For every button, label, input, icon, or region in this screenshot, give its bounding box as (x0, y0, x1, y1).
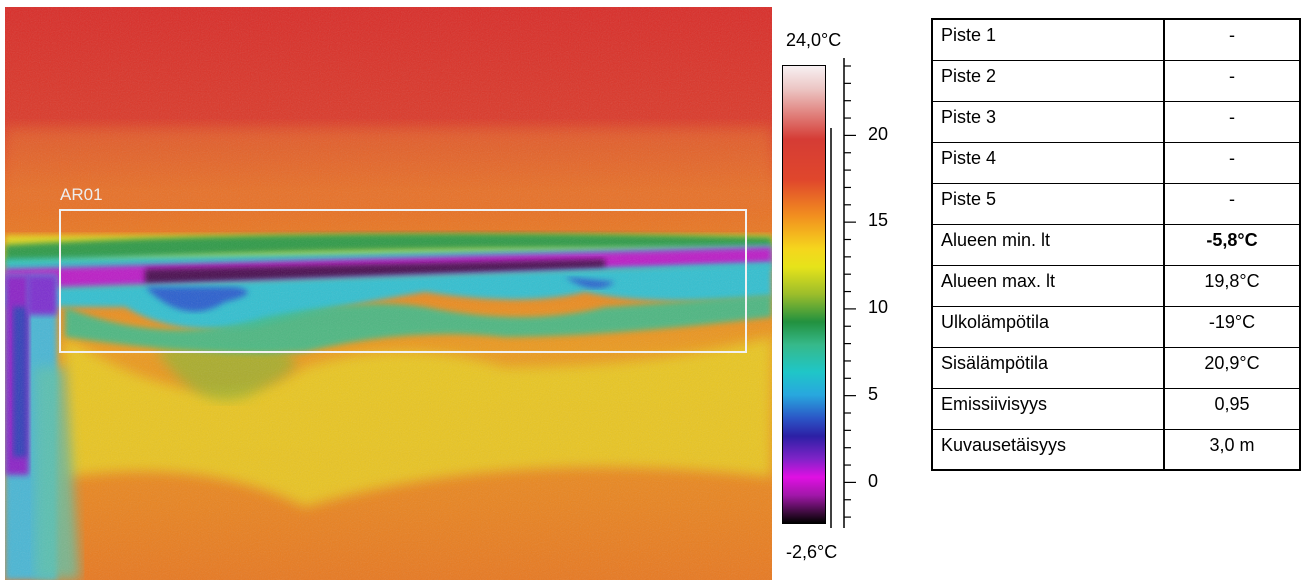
scale-min-label: -2,6°C (786, 542, 838, 562)
row-label: Alueen max. lt (931, 264, 1165, 307)
row-label: Piste 5 (931, 182, 1165, 225)
table-row: Kuvausetäisyys 3,0 m (931, 428, 1301, 471)
roi-label: AR01 (60, 185, 103, 204)
thermal-image: AR01 (5, 7, 772, 580)
row-value: - (1163, 59, 1301, 102)
scale-max-label: 24,0°C (786, 30, 842, 50)
row-value: - (1163, 100, 1301, 143)
tick-label-5: 5 (868, 384, 879, 404)
row-value: - (1163, 141, 1301, 184)
table-row: Piste 5- (931, 182, 1301, 225)
table-row: Piste 3- (931, 100, 1301, 143)
row-value: 20,9°C (1163, 346, 1301, 389)
tick-label-15: 15 (868, 210, 889, 230)
table-row: Emissiivisyys 0,95 (931, 387, 1301, 430)
table-row: Piste 4- (931, 141, 1301, 184)
table-row: Piste 1- (931, 18, 1301, 61)
thermal-picture (5, 7, 772, 580)
tick-label-0: 0 (868, 471, 879, 491)
row-label: Piste 1 (931, 18, 1165, 61)
roi-rectangle (59, 209, 747, 353)
row-label: Piste 3 (931, 100, 1165, 143)
scale-ticks (830, 58, 856, 528)
row-label: Piste 2 (931, 59, 1165, 102)
row-value: - (1163, 18, 1301, 61)
table-row: Ulkolämpötila -19°C (931, 305, 1301, 348)
table-row: Alueen max. lt 19,8°C (931, 264, 1301, 307)
measurement-table: Piste 1- Piste 2- Piste 3- Piste 4- Piste 5-… (931, 18, 1301, 471)
tick-label-20: 20 (868, 124, 889, 144)
tick-label-10: 10 (868, 297, 889, 317)
row-label: Alueen min. lt (931, 223, 1165, 266)
row-label: Ulkolämpötila (931, 305, 1165, 348)
row-value: 19,8°C (1163, 264, 1301, 307)
row-value: 0,95 (1163, 387, 1301, 430)
row-label: Emissiivisyys (931, 387, 1165, 430)
row-label: Kuvausetäisyys (931, 428, 1165, 471)
table-row: Alueen min. lt -5,8°C (931, 223, 1301, 266)
row-value: -19°C (1163, 305, 1301, 348)
table-row: Sisälämpötila 20,9°C (931, 346, 1301, 389)
table-row: Piste 2- (931, 59, 1301, 102)
row-label: Sisälämpötila (931, 346, 1165, 389)
row-value: -5,8°C (1163, 223, 1301, 266)
row-value: - (1163, 182, 1301, 225)
row-value: 3,0 m (1163, 428, 1301, 471)
row-label: Piste 4 (931, 141, 1165, 184)
color-scale-bar (782, 65, 826, 524)
